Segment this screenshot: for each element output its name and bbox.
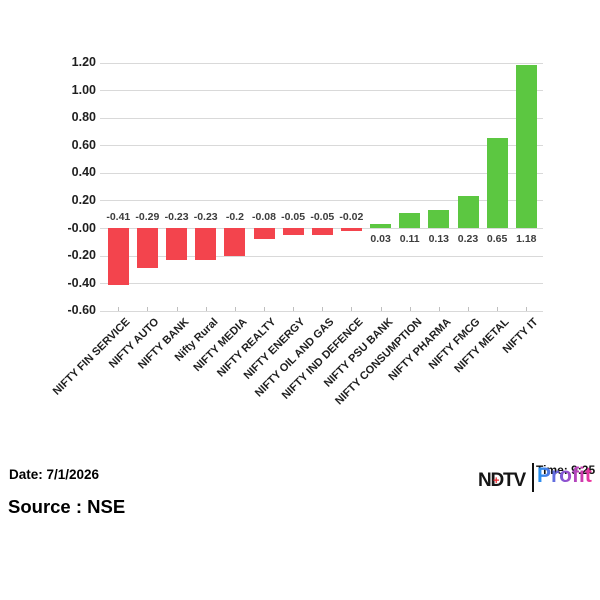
bar-value-label: 0.65 <box>486 233 508 245</box>
bar-value-label: -0.02 <box>339 211 364 223</box>
x-axis-tick <box>380 306 382 311</box>
gridline <box>100 255 543 257</box>
bar <box>107 228 129 285</box>
x-axis-tick <box>497 306 499 311</box>
gridline <box>100 283 543 285</box>
bar <box>195 228 217 260</box>
x-axis-tick <box>176 306 178 311</box>
x-axis-tick <box>468 306 469 311</box>
gridline <box>100 117 543 119</box>
x-axis-tick <box>526 306 528 311</box>
y-axis-tick-label: 0.60 <box>71 137 96 152</box>
x-axis-tick <box>264 306 265 311</box>
bar-value-label: 0.13 <box>428 233 450 245</box>
bar <box>340 228 362 231</box>
y-axis-tick-label: -0.20 <box>67 248 97 263</box>
date-label: Date: 7/1/2026 <box>9 467 100 482</box>
x-axis-tick <box>409 306 411 311</box>
gridline <box>100 62 543 64</box>
bar-value-label: 0.03 <box>370 233 391 245</box>
gridline <box>100 90 543 92</box>
bar-value-label: -0.29 <box>135 211 160 223</box>
x-axis-tick <box>293 306 295 311</box>
bar-value-label: 1.18 <box>516 233 537 245</box>
bar-value-label: -0.23 <box>193 211 218 223</box>
gridline <box>100 310 543 312</box>
bar <box>224 228 246 256</box>
y-axis-tick-label: -0.00 <box>67 220 97 235</box>
bar <box>136 228 158 268</box>
ndtv-plus-icon: + <box>493 475 500 487</box>
bar-value-label: -0.2 <box>225 211 244 223</box>
ndtv-profit-logo: Time: 9:25 NDTV + Profit <box>476 460 600 500</box>
bar <box>515 65 537 228</box>
x-axis-tick <box>322 306 324 311</box>
logo-separator <box>532 463 534 492</box>
bar <box>253 228 275 239</box>
gridline <box>100 172 543 174</box>
ndtv-logo-text: NDTV <box>478 470 526 491</box>
bar <box>311 228 333 235</box>
y-axis-tick-label: 1.00 <box>71 82 96 97</box>
bar <box>486 138 508 228</box>
time-label: Time: 9:25 <box>536 463 595 477</box>
source-label: Source : NSE <box>8 496 126 517</box>
y-axis-tick-label: 0.80 <box>71 110 96 125</box>
y-axis-tick-label: 0.20 <box>71 192 96 207</box>
bar-value-label: -0.08 <box>252 211 276 223</box>
bar <box>399 212 421 228</box>
bar-value-label: -0.23 <box>164 211 189 223</box>
bar <box>166 228 188 260</box>
y-axis-tick-label: 0.40 <box>71 165 96 180</box>
bar-value-label: -0.05 <box>281 211 306 223</box>
bar-value-label: 0.11 <box>399 233 420 245</box>
bar-value-label: 0.23 <box>457 233 479 245</box>
x-axis-tick <box>118 306 120 311</box>
bar-value-label: -0.41 <box>106 211 131 223</box>
profit-logo-text: Profit <box>537 464 592 487</box>
x-axis-tick <box>147 306 149 311</box>
y-axis-tick-label: -0.40 <box>67 275 97 290</box>
bar <box>282 228 304 235</box>
x-axis-tick <box>205 306 207 311</box>
x-axis-tick <box>438 306 440 311</box>
y-axis-tick-label: -0.60 <box>67 303 97 318</box>
gridline <box>100 145 543 147</box>
bar <box>457 196 479 228</box>
y-axis-tick-label: 1.20 <box>71 55 96 70</box>
x-axis-tick <box>351 306 353 311</box>
bar-value-label: -0.05 <box>310 211 335 223</box>
gridline <box>100 200 543 202</box>
bar <box>370 223 392 228</box>
bar <box>428 210 450 228</box>
x-axis-tick <box>234 306 236 311</box>
